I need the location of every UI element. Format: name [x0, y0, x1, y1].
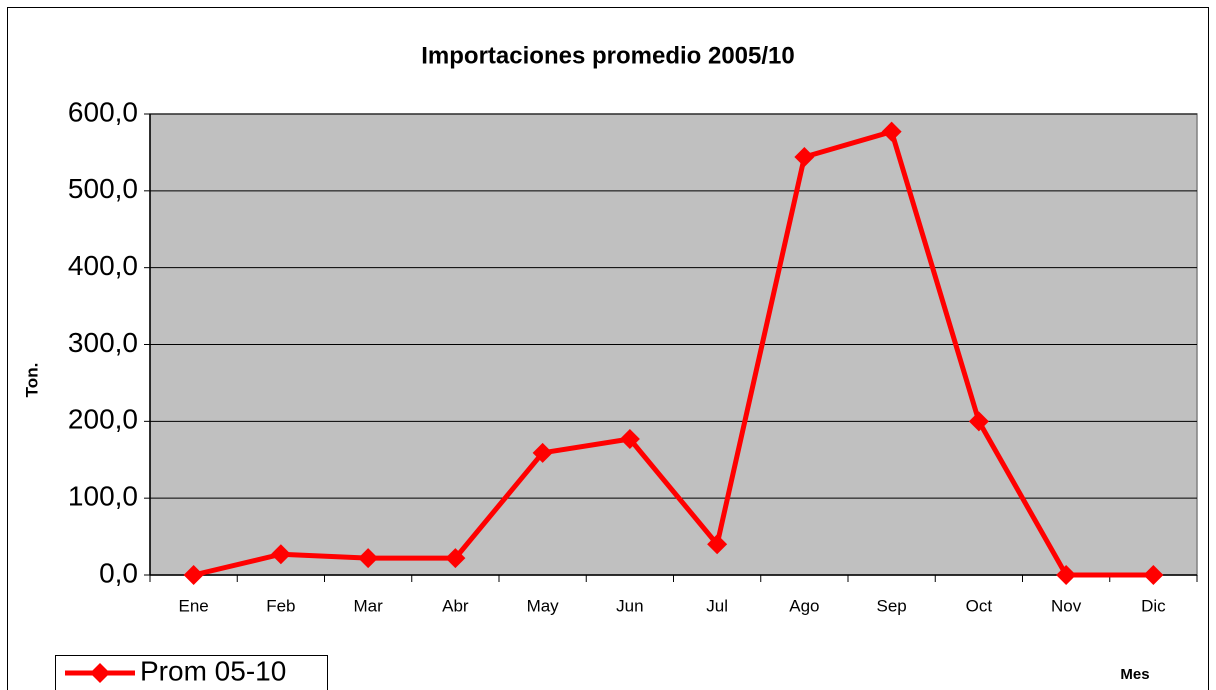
chart-title: Importaciones promedio 2005/10: [421, 42, 794, 69]
point: [183, 565, 204, 585]
point: [1143, 565, 1164, 585]
point: [707, 534, 728, 555]
point: [619, 429, 640, 450]
point: [968, 411, 989, 432]
legend-marker: [90, 663, 110, 683]
point: [270, 544, 291, 565]
point: [445, 548, 466, 569]
legend-label: Prom 05-10: [140, 655, 286, 686]
point: [1056, 565, 1077, 585]
x-tick-label: Abr: [442, 596, 469, 615]
x-tick-label: Jul: [706, 596, 728, 615]
x-tick-label: Mar: [353, 596, 383, 615]
x-tick-label: Oct: [966, 596, 993, 615]
y-tick-label: 0,0: [99, 557, 138, 588]
point: [794, 147, 815, 168]
point: [881, 121, 902, 142]
series-line: [193, 129, 1154, 578]
x-tick-label: Ene: [179, 596, 209, 615]
y-tick-label: 400,0: [68, 250, 138, 281]
point: [532, 442, 553, 463]
y-tick-label: 200,0: [68, 404, 138, 435]
x-tick-label: Jun: [616, 596, 643, 615]
x-tick-label: May: [527, 596, 560, 615]
y-tick-label: 500,0: [68, 173, 138, 204]
y-tick-label: 600,0: [68, 96, 138, 127]
point: [358, 548, 379, 569]
x-tick-label: Feb: [266, 596, 295, 615]
x-tick-label: Sep: [877, 596, 907, 615]
y-tick-label: 300,0: [68, 327, 138, 358]
y-tick-label: 100,0: [68, 481, 138, 512]
x-tick-label: Ago: [789, 596, 819, 615]
x-tick-label: Nov: [1051, 596, 1082, 615]
x-tick-label: Dic: [1141, 596, 1166, 615]
x-axis-label: Mes: [1120, 666, 1149, 683]
y-axis-label: Ton.: [22, 363, 41, 398]
